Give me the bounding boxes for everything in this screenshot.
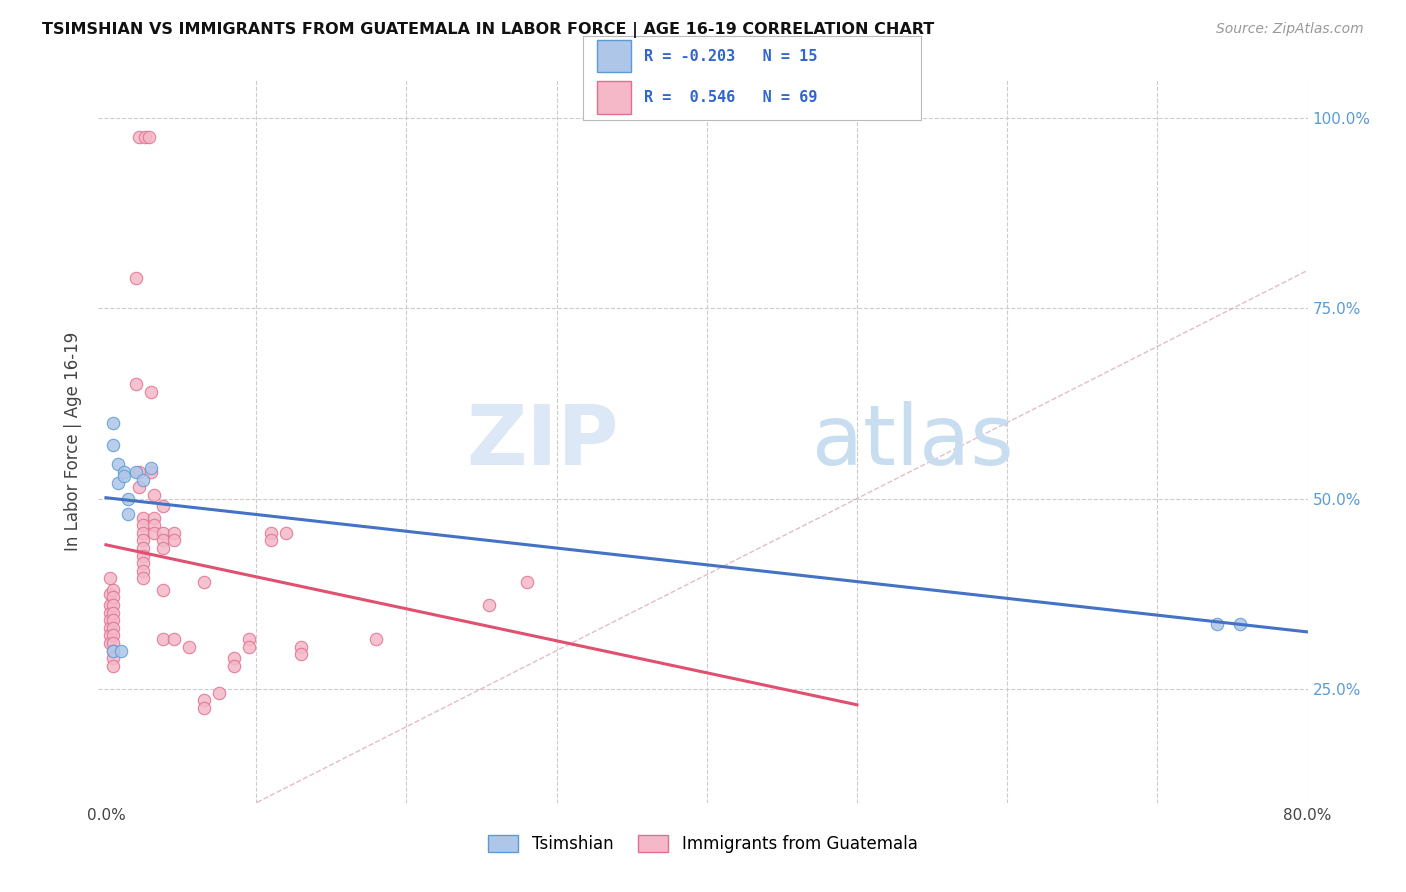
Point bbox=[132, 541, 155, 555]
Point bbox=[103, 606, 125, 620]
Text: Source: ZipAtlas.com: Source: ZipAtlas.com bbox=[1216, 22, 1364, 37]
Point bbox=[103, 643, 125, 657]
Point bbox=[112, 468, 135, 483]
Point bbox=[125, 465, 148, 479]
Point bbox=[132, 571, 155, 585]
Text: R = -0.203   N = 15: R = -0.203 N = 15 bbox=[644, 48, 818, 63]
Point bbox=[290, 640, 312, 654]
Point bbox=[103, 416, 125, 430]
Point bbox=[193, 693, 215, 707]
Point bbox=[117, 491, 139, 506]
Point bbox=[125, 271, 148, 285]
Point bbox=[222, 651, 245, 665]
Point bbox=[100, 606, 122, 620]
Point bbox=[207, 685, 229, 699]
Point bbox=[107, 476, 129, 491]
Point bbox=[132, 556, 155, 570]
Point bbox=[132, 518, 155, 533]
Point bbox=[143, 510, 166, 524]
Point bbox=[152, 525, 174, 540]
Point bbox=[152, 541, 174, 555]
Point bbox=[100, 621, 122, 635]
Point bbox=[107, 458, 129, 472]
Point bbox=[152, 499, 174, 513]
Text: atlas: atlas bbox=[811, 401, 1014, 482]
Point bbox=[238, 640, 260, 654]
Point bbox=[125, 377, 148, 392]
Point bbox=[152, 582, 174, 597]
Point bbox=[103, 643, 125, 657]
Point bbox=[103, 598, 125, 612]
Point bbox=[132, 510, 155, 524]
Point bbox=[128, 465, 150, 479]
Point bbox=[110, 643, 132, 657]
Point bbox=[134, 130, 156, 145]
Point bbox=[139, 465, 162, 479]
Text: R =  0.546   N = 69: R = 0.546 N = 69 bbox=[644, 90, 818, 105]
Point bbox=[478, 598, 501, 612]
Point bbox=[193, 575, 215, 590]
Point bbox=[152, 533, 174, 548]
Point bbox=[103, 591, 125, 605]
Point bbox=[290, 648, 312, 662]
Point bbox=[1229, 617, 1251, 632]
Point bbox=[132, 533, 155, 548]
Point bbox=[143, 518, 166, 533]
Point bbox=[139, 461, 162, 475]
Y-axis label: In Labor Force | Age 16-19: In Labor Force | Age 16-19 bbox=[65, 332, 83, 551]
Point bbox=[177, 640, 200, 654]
Point bbox=[238, 632, 260, 647]
FancyBboxPatch shape bbox=[598, 81, 631, 113]
Point bbox=[103, 438, 125, 452]
Point bbox=[132, 525, 155, 540]
Point bbox=[100, 636, 122, 650]
Point bbox=[143, 488, 166, 502]
Text: TSIMSHIAN VS IMMIGRANTS FROM GUATEMALA IN LABOR FORCE | AGE 16-19 CORRELATION CH: TSIMSHIAN VS IMMIGRANTS FROM GUATEMALA I… bbox=[42, 22, 935, 38]
Point bbox=[162, 632, 184, 647]
Point bbox=[100, 613, 122, 627]
Point bbox=[515, 575, 537, 590]
Point bbox=[100, 598, 122, 612]
Point bbox=[117, 507, 139, 521]
Point bbox=[276, 525, 298, 540]
Point bbox=[100, 571, 122, 585]
Point bbox=[132, 549, 155, 563]
Point bbox=[128, 480, 150, 494]
Point bbox=[103, 636, 125, 650]
Point bbox=[366, 632, 388, 647]
Point bbox=[112, 465, 135, 479]
Point bbox=[103, 651, 125, 665]
Point bbox=[260, 533, 283, 548]
Point bbox=[103, 621, 125, 635]
Legend: Tsimshian, Immigrants from Guatemala: Tsimshian, Immigrants from Guatemala bbox=[482, 828, 924, 860]
Point bbox=[1206, 617, 1229, 632]
Point bbox=[103, 582, 125, 597]
Point bbox=[162, 525, 184, 540]
Point bbox=[193, 700, 215, 714]
Point bbox=[103, 613, 125, 627]
Point bbox=[162, 533, 184, 548]
Point bbox=[143, 525, 166, 540]
Point bbox=[152, 632, 174, 647]
Point bbox=[103, 659, 125, 673]
Point bbox=[100, 628, 122, 642]
Point bbox=[100, 587, 122, 601]
Point bbox=[222, 659, 245, 673]
Point bbox=[260, 525, 283, 540]
Point bbox=[132, 564, 155, 578]
Point bbox=[132, 473, 155, 487]
Point bbox=[139, 385, 162, 400]
Text: ZIP: ZIP bbox=[465, 401, 619, 482]
FancyBboxPatch shape bbox=[598, 40, 631, 72]
Point bbox=[103, 628, 125, 642]
Point bbox=[138, 130, 160, 145]
Point bbox=[128, 130, 150, 145]
